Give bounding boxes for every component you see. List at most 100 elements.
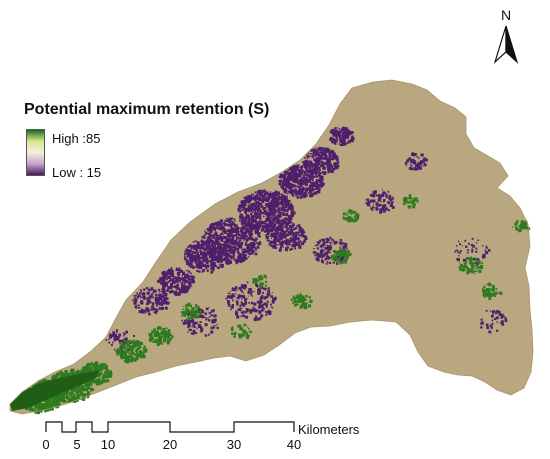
- low-retention-patch: [272, 213, 275, 216]
- low-retention-patch: [171, 269, 173, 271]
- high-retention-patch: [38, 408, 41, 412]
- low-retention-patch: [334, 139, 338, 142]
- low-retention-patch: [267, 204, 270, 207]
- low-retention-patch: [262, 296, 264, 299]
- low-retention-patch: [494, 317, 497, 320]
- low-retention-patch: [481, 321, 484, 323]
- low-retention-patch: [218, 250, 222, 253]
- low-retention-patch: [266, 235, 269, 239]
- low-retention-patch: [404, 161, 408, 165]
- low-retention-patch: [195, 240, 197, 242]
- low-retention-patch: [284, 222, 287, 225]
- low-retention-patch: [264, 226, 267, 229]
- low-retention-patch: [311, 163, 315, 167]
- low-retention-patch: [373, 193, 376, 196]
- low-retention-patch: [256, 285, 258, 288]
- low-retention-patch: [372, 206, 375, 209]
- low-retention-patch: [306, 173, 309, 177]
- low-retention-patch: [171, 287, 173, 289]
- low-retention-patch: [233, 218, 235, 220]
- low-retention-patch: [122, 332, 124, 334]
- low-retention-patch: [274, 229, 277, 232]
- high-retention-patch: [86, 395, 90, 399]
- low-retention-patch: [415, 163, 419, 167]
- high-retention-patch: [63, 394, 65, 396]
- low-retention-patch: [329, 164, 333, 168]
- low-retention-patch: [214, 244, 216, 247]
- low-retention-patch: [155, 300, 159, 304]
- low-retention-patch: [201, 256, 205, 259]
- low-retention-patch: [192, 311, 195, 313]
- low-retention-patch: [240, 213, 242, 215]
- low-retention-patch: [249, 203, 251, 206]
- low-retention-patch: [412, 160, 416, 164]
- low-retention-patch: [341, 137, 345, 141]
- low-retention-patch: [172, 278, 174, 281]
- low-retention-patch: [264, 205, 266, 207]
- low-retention-patch: [257, 207, 261, 211]
- low-retention-patch: [156, 304, 159, 307]
- low-retention-patch: [306, 178, 309, 182]
- low-retention-patch: [258, 312, 260, 314]
- high-retention-patch: [87, 385, 90, 388]
- low-retention-patch: [202, 269, 205, 272]
- low-retention-patch: [304, 237, 308, 240]
- high-retention-patch: [83, 388, 86, 391]
- low-retention-patch: [200, 326, 203, 329]
- low-retention-patch: [254, 242, 257, 245]
- low-retention-patch: [293, 228, 296, 230]
- low-retention-patch: [244, 248, 246, 251]
- low-retention-patch: [200, 310, 204, 314]
- low-retention-patch: [251, 295, 253, 297]
- low-retention-patch: [348, 131, 350, 133]
- low-retention-patch: [326, 254, 329, 257]
- low-retention-patch: [231, 222, 235, 226]
- low-retention-patch: [267, 212, 270, 215]
- high-retention-patch: [70, 389, 74, 392]
- low-retention-patch: [143, 296, 147, 300]
- low-retention-patch: [324, 258, 327, 261]
- low-retention-patch: [384, 191, 386, 194]
- low-retention-patch: [151, 302, 155, 306]
- low-retention-patch: [267, 192, 271, 196]
- low-retention-patch: [265, 313, 268, 316]
- low-retention-patch: [310, 166, 312, 167]
- low-retention-patch: [263, 307, 265, 310]
- low-retention-patch: [209, 224, 213, 227]
- low-retention-patch: [342, 128, 345, 130]
- low-retention-patch: [266, 191, 268, 193]
- low-retention-patch: [276, 239, 280, 243]
- low-retention-patch: [321, 171, 325, 174]
- low-retention-patch: [190, 332, 193, 335]
- low-retention-patch: [336, 140, 338, 142]
- low-retention-patch: [114, 334, 117, 336]
- low-retention-patch: [249, 226, 253, 229]
- low-retention-patch: [200, 325, 202, 328]
- low-retention-patch: [245, 224, 247, 226]
- low-retention-patch: [326, 247, 330, 250]
- low-retention-patch: [317, 242, 320, 245]
- low-retention-patch: [263, 222, 266, 225]
- low-retention-patch: [314, 155, 317, 158]
- low-retention-patch: [317, 170, 319, 172]
- low-retention-patch: [314, 245, 316, 247]
- low-retention-patch: [219, 263, 222, 266]
- low-retention-patch: [139, 289, 142, 292]
- low-retention-patch: [146, 301, 150, 304]
- low-retention-patch: [212, 262, 216, 266]
- low-retention-patch: [108, 341, 111, 344]
- high-retention-patch: [86, 384, 88, 386]
- low-retention-patch: [193, 324, 195, 326]
- low-retention-patch: [239, 215, 241, 218]
- high-retention-patch: [69, 399, 72, 402]
- low-retention-patch: [277, 220, 281, 223]
- low-retention-patch: [273, 245, 277, 249]
- low-retention-patch: [275, 234, 278, 237]
- low-retention-patch: [235, 300, 239, 303]
- low-retention-patch: [239, 227, 241, 230]
- low-retention-patch: [187, 275, 190, 278]
- low-retention-patch: [211, 254, 214, 257]
- low-retention-patch: [418, 162, 421, 166]
- low-retention-patch: [215, 325, 217, 327]
- low-retention-patch: [187, 281, 191, 285]
